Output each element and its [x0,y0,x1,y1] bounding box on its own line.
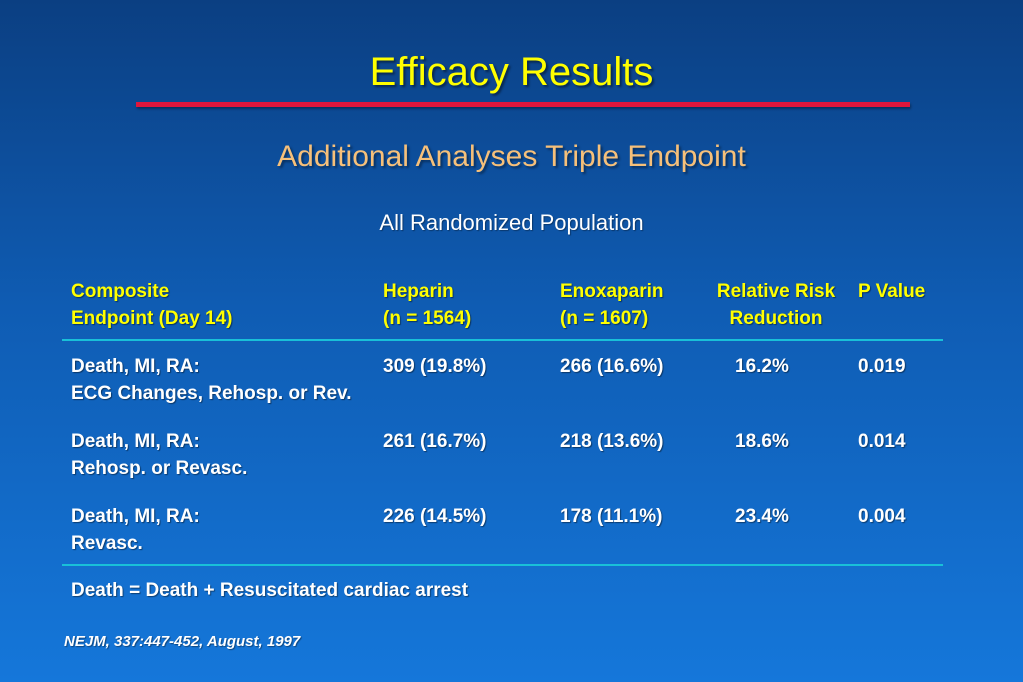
row1-endpoint-line1: Death, MI, RA: [71,356,200,377]
row2-enoxaparin: 218 (13.6%) [560,431,664,452]
row2-heparin: 261 (16.7%) [383,431,487,452]
slide-subtitle: Additional Analyses Triple Endpoint [277,140,746,173]
header-heparin-line2: (n = 1564) [383,308,472,329]
row2-p-value: 0.014 [858,431,906,452]
row1-rrr: 16.2% [735,356,789,377]
row3-p-value: 0.004 [858,506,906,527]
header-enoxaparin-line2: (n = 1607) [560,308,649,329]
row1-heparin: 309 (19.8%) [383,356,487,377]
row1-enoxaparin: 266 (16.6%) [560,356,664,377]
header-rrr-line1: Relative Risk [716,281,836,302]
table-footnote: Death = Death + Resuscitated cardiac arr… [71,580,469,601]
row2-endpoint-line1: Death, MI, RA: [71,431,200,452]
footer-divider [62,564,943,566]
row3-heparin: 226 (14.5%) [383,506,487,527]
header-divider [62,339,943,341]
row3-enoxaparin: 178 (11.1%) [560,506,663,527]
row1-endpoint-line2: ECG Changes, Rehosp. or Rev. [71,383,352,404]
population-label: All Randomized Population [379,210,644,235]
slide-title: Efficacy Results [369,50,654,94]
row2-endpoint-line2: Rehosp. or Revasc. [71,458,248,479]
title-underline [136,102,910,107]
row3-endpoint-line1: Death, MI, RA: [71,506,200,527]
row3-endpoint-line2: Revasc. [71,533,143,554]
header-composite-line2: Endpoint (Day 14) [71,308,233,329]
row2-rrr: 18.6% [735,431,789,452]
header-composite-line1: Composite [71,281,170,302]
header-rrr-line2: Reduction [729,308,823,329]
header-heparin-line1: Heparin [383,281,454,302]
header-p-value: P Value [858,281,926,302]
header-enoxaparin-line1: Enoxaparin [560,281,664,302]
citation: NEJM, 337:447-452, August, 1997 [64,633,301,650]
row3-rrr: 23.4% [735,506,789,527]
row1-p-value: 0.019 [858,356,906,377]
